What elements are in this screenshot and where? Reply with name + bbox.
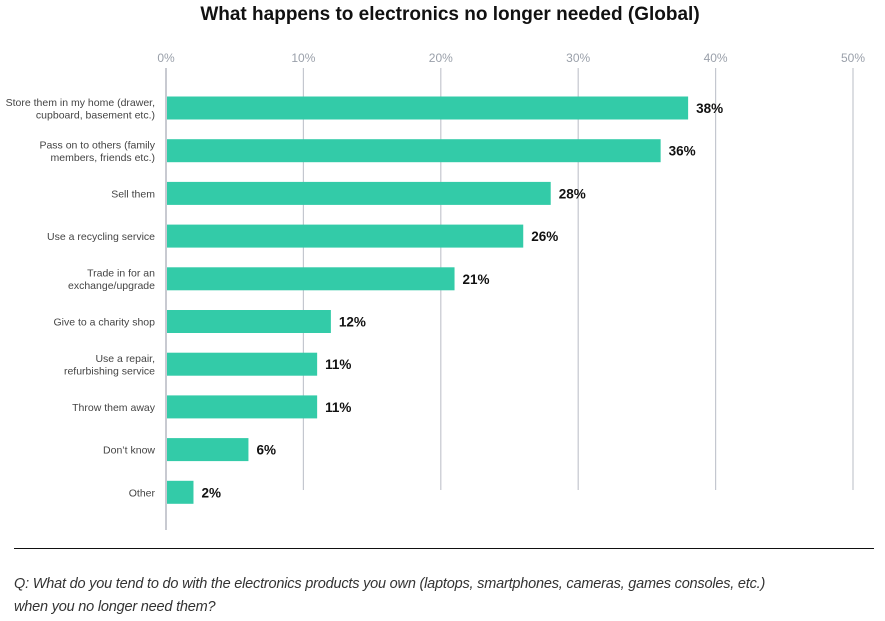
category-label: Pass on to others (family members, friend… — [39, 139, 155, 164]
bar — [167, 438, 249, 462]
data-label: 38% — [696, 101, 723, 116]
data-label: 2% — [201, 485, 221, 500]
x-tick-label: 20% — [429, 51, 453, 65]
data-label: 11% — [325, 357, 351, 372]
category-label: Sell them — [111, 188, 155, 200]
data-label: 28% — [559, 186, 586, 201]
divider-line — [14, 548, 874, 549]
bar — [167, 352, 318, 376]
footnote-line-1: Q: What do you tend to do with the elect… — [14, 576, 766, 592]
bar-chart: 0% 10% 20% 30% 40% 50% Store them in my home … — [6, 51, 865, 530]
bar — [167, 96, 689, 120]
bars — [167, 96, 689, 504]
x-axis-ticks: 0% 10% 20% 30% 40% 50% — [157, 51, 865, 65]
bar — [167, 395, 318, 419]
x-tick-label: 50% — [841, 51, 865, 65]
bar — [167, 224, 524, 248]
bar — [167, 267, 455, 291]
data-label: 12% — [339, 315, 366, 330]
data-label: 6% — [256, 443, 276, 458]
x-tick-label: 40% — [704, 51, 728, 65]
x-tick-label: 0% — [157, 51, 175, 65]
bar — [167, 181, 551, 205]
x-tick-label: 30% — [566, 51, 590, 65]
bar — [167, 310, 331, 333]
category-label: Don’t know — [103, 445, 155, 457]
data-label: 21% — [463, 272, 490, 287]
chart-title: What happens to electronics no longer ne… — [200, 4, 700, 25]
data-label: 26% — [531, 229, 558, 244]
category-label: Other — [129, 487, 156, 499]
data-labels: 38% 36% 28% 26% 21% 12% 11% 11% 6% 2% — [201, 101, 723, 500]
bar — [167, 139, 661, 163]
category-label: Trade in for an exchange/upgrade — [68, 268, 155, 293]
category-label: Use a repair, refurbishing service — [64, 353, 155, 378]
x-tick-label: 10% — [291, 51, 315, 65]
data-label: 11% — [325, 400, 351, 415]
category-label: Use a recycling service — [47, 231, 155, 243]
data-label: 36% — [669, 144, 696, 159]
footnote-line-2: when you no longer need them? — [14, 599, 216, 615]
category-label: Store them in my home (drawer, cupboard, … — [6, 97, 155, 122]
category-labels: Store them in my home (drawer, cupboard, … — [6, 97, 156, 500]
category-label: Give to a charity shop — [53, 317, 155, 329]
survey-question-footnote: Q: What do you tend to do with the elect… — [14, 573, 874, 619]
category-label: Throw them away — [72, 402, 156, 414]
bar — [167, 480, 194, 504]
